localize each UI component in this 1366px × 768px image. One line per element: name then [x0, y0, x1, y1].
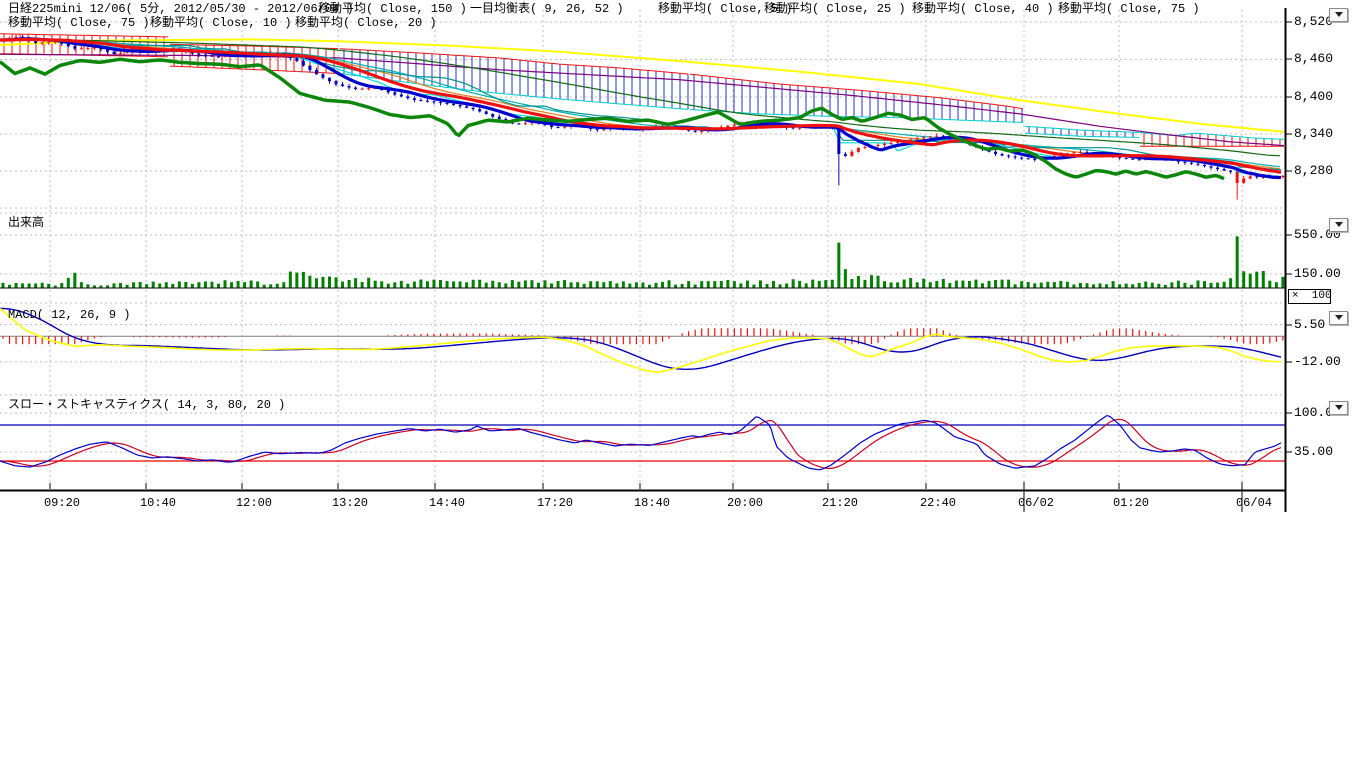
- x-axis-label: 06/04: [1231, 497, 1277, 510]
- chikou-span-line: [0, 59, 1224, 178]
- chevron-down-icon: [1335, 12, 1343, 17]
- collapse-button-price[interactable]: [1329, 8, 1348, 22]
- header-indicator-row1-0: 日経225mini 12/06( 5分, 2012/05/30 - 2012/0…: [8, 3, 354, 16]
- x-axis-label: 22:40: [915, 497, 961, 510]
- y-axis-label: 8,340: [1294, 127, 1333, 141]
- x-axis-label: 01:20: [1108, 497, 1154, 510]
- volume-multiplier-label: × 100: [1288, 289, 1331, 304]
- chevron-down-icon: [1335, 315, 1343, 320]
- y-axis-label: -12.00: [1294, 355, 1341, 369]
- collapse-button-stoch[interactable]: [1329, 401, 1348, 415]
- header-indicator-row1-6: 移動平均( Close, 75 ): [1058, 3, 1200, 16]
- macd-panel-series: [0, 309, 1285, 373]
- x-axis-label: 09:20: [39, 497, 85, 510]
- chevron-down-icon: [1335, 222, 1343, 227]
- collapse-button-macd[interactable]: [1329, 311, 1348, 325]
- x-axis-label: 17:20: [532, 497, 578, 510]
- x-axis-label: 06/02: [1013, 497, 1059, 510]
- y-axis-label: 5.50: [1294, 318, 1325, 332]
- gridlines: [0, 10, 1285, 490]
- x-axis-label: 18:40: [629, 497, 675, 510]
- y-axis-label: 8,460: [1294, 52, 1333, 66]
- x-axis-label: 13:20: [327, 497, 373, 510]
- x-axis-label: 10:40: [135, 497, 181, 510]
- x-axis-label: 14:40: [424, 497, 470, 510]
- header-indicator-row1-4: 移動平均( Close, 25 ): [764, 3, 906, 16]
- header-indicator-row1-1: 移動平均( Close, 150 ): [318, 3, 467, 16]
- x-axis-label: 21:20: [817, 497, 863, 510]
- x-axis-label: 20:00: [722, 497, 768, 510]
- x-axis-label: 12:00: [231, 497, 277, 510]
- header-indicator-row1-5: 移動平均( Close, 40 ): [912, 3, 1054, 16]
- stochastics-panel-series: [0, 416, 1285, 470]
- chevron-down-icon: [1335, 405, 1343, 410]
- y-axis-label: 8,520: [1294, 15, 1333, 29]
- chart-window: 出来高 MACD( 12, 26, 9 ) スロー・ストキャスティクス( 14,…: [0, 0, 1366, 768]
- y-axis-label: 35.00: [1294, 445, 1333, 459]
- volume-bars: [2, 236, 1285, 288]
- collapse-button-volume[interactable]: [1329, 218, 1348, 232]
- chart-plot-area[interactable]: [0, 0, 1366, 515]
- y-axis-label: 8,280: [1294, 164, 1333, 178]
- volume-panel-title: 出来高: [8, 217, 44, 230]
- y-axis-label: 8,400: [1294, 90, 1333, 104]
- header-indicator-row2-0: 移動平均( Close, 75 ): [8, 17, 150, 30]
- header-indicator-row1-2: 一目均衡表( 9, 26, 52 ): [470, 3, 624, 16]
- header-indicator-row2-1: 移動平均( Close, 10 ): [150, 17, 292, 30]
- stochastics-panel-title: スロー・ストキャスティクス( 14, 3, 80, 20 ): [8, 399, 285, 412]
- axes: [0, 8, 1292, 512]
- y-axis-label: 150.00: [1294, 267, 1341, 281]
- header-indicator-row2-2: 移動平均( Close, 20 ): [295, 17, 437, 30]
- macd-panel-title: MACD( 12, 26, 9 ): [8, 309, 130, 322]
